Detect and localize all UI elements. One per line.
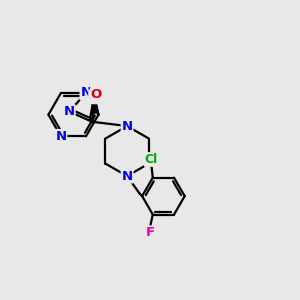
Text: N: N <box>122 169 133 183</box>
Text: O: O <box>91 88 102 101</box>
Text: N: N <box>89 90 100 104</box>
Text: Cl: Cl <box>145 153 158 166</box>
Text: N: N <box>64 105 75 118</box>
Text: F: F <box>145 226 154 239</box>
Text: N: N <box>80 86 92 100</box>
Text: N: N <box>122 119 133 133</box>
Text: N: N <box>56 130 67 143</box>
